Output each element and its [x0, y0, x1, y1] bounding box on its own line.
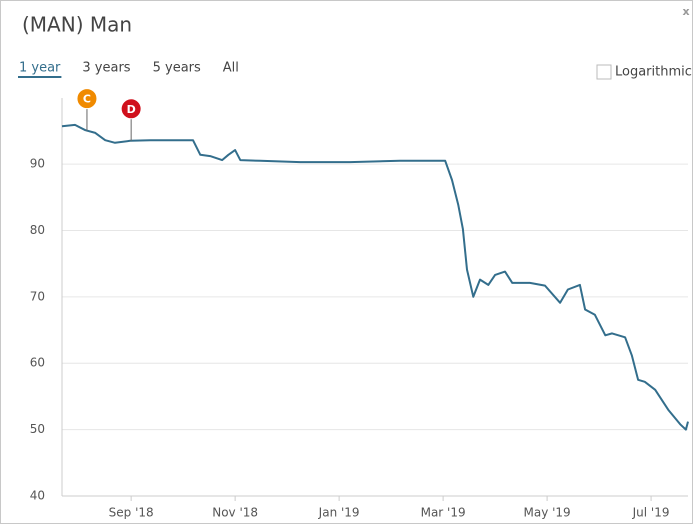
annotation-circle [76, 88, 98, 110]
y-tick-label: 90 [30, 157, 45, 171]
x-tick-label: May '19 [523, 506, 570, 520]
log-checkbox[interactable] [596, 64, 612, 80]
log-label: Logarithmic [615, 65, 692, 80]
close-button[interactable]: x [682, 5, 689, 18]
x-tick-label: Nov '18 [212, 506, 258, 520]
price-line [61, 123, 689, 431]
x-tick-label: Sep '18 [109, 506, 154, 520]
range-button[interactable]: All [223, 61, 239, 76]
annotation-label: D [127, 103, 136, 116]
x-tick-label: Mar '19 [421, 506, 466, 520]
y-tick-label: 60 [30, 356, 45, 370]
range-button[interactable]: 5 years [153, 61, 201, 76]
y-tick-label: 80 [30, 223, 45, 237]
range-button[interactable]: 1 year [19, 61, 61, 76]
range-button[interactable]: 3 years [82, 61, 130, 76]
annotation-circle [120, 98, 142, 120]
annotation-marker[interactable]: D [120, 98, 142, 141]
y-tick-label: 70 [30, 289, 45, 303]
y-tick-label: 50 [30, 422, 45, 436]
y-tick-label: 40 [30, 489, 45, 503]
annotation-marker[interactable]: C [76, 88, 98, 131]
x-tick-label: Jul '19 [632, 506, 670, 520]
annotation-label: C [83, 93, 91, 106]
chart-title: (MAN) Man [22, 13, 132, 37]
x-tick-label: Jan '19 [318, 506, 360, 520]
